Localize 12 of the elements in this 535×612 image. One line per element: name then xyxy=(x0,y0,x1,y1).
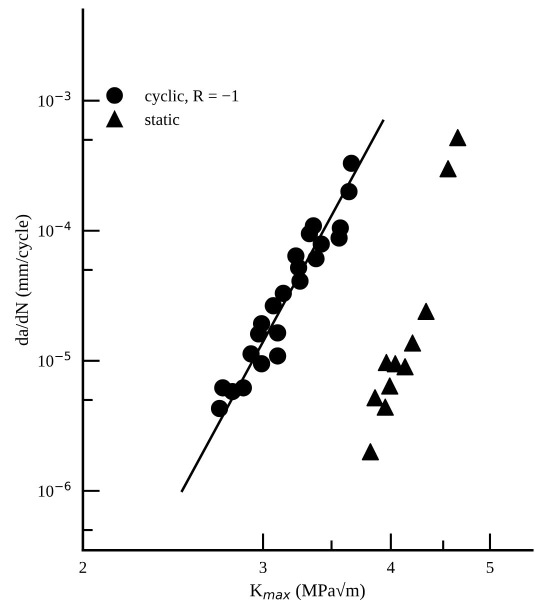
legend-label: cyclic, R = −1 xyxy=(145,90,238,105)
y-tick-label: 10$^{−5}$ xyxy=(38,352,70,367)
y-axis-title: da/dN (mm/cycle) xyxy=(15,214,32,346)
x-axis-title: K$_{max}$ (MPa√m) xyxy=(250,582,365,600)
legend-label: static xyxy=(145,114,180,126)
y-tick-label: 10$^{−6}$ xyxy=(38,482,71,497)
x-tick-label: 4 xyxy=(387,562,395,573)
x-tick-label: 5 xyxy=(486,562,494,574)
y-tick-label: 10$^{−3}$ xyxy=(38,91,70,107)
x-tick-label: 3 xyxy=(260,562,267,574)
x-tick-label: 2 xyxy=(79,562,86,573)
y-tick-label: 10$^{−4}$ xyxy=(38,222,71,237)
